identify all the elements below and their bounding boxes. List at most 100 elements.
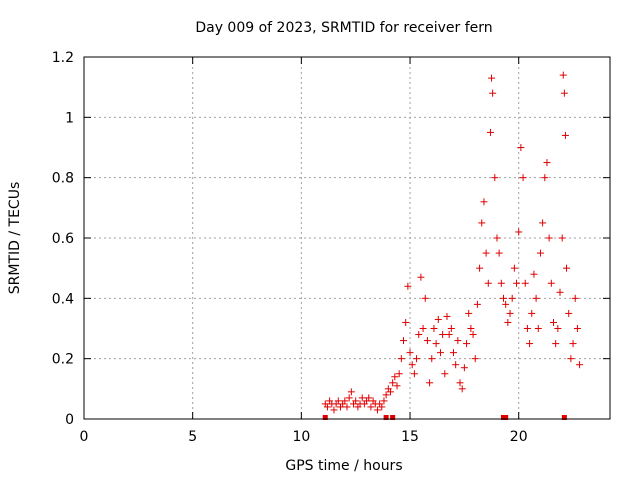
- data-point: [543, 159, 551, 167]
- data-point: [365, 394, 373, 402]
- data-point: [521, 279, 529, 287]
- chart-title: Day 009 of 2023, SRMTID for receiver fer…: [195, 20, 492, 36]
- data-point: [499, 294, 507, 302]
- data-point: [423, 337, 431, 345]
- data-point: [476, 264, 484, 272]
- data-point: [486, 128, 494, 136]
- data-point: [547, 279, 555, 287]
- data-point: [330, 406, 338, 414]
- data-point: [395, 370, 403, 378]
- data-point: [536, 249, 544, 257]
- data-point: [497, 279, 505, 287]
- y-tick-label: 0.2: [52, 352, 74, 368]
- data-point: [386, 388, 394, 396]
- data-point: [443, 312, 451, 320]
- data-point: [576, 361, 584, 369]
- data-point: [549, 318, 557, 326]
- data-point: [447, 325, 455, 332]
- data-point: [554, 325, 562, 332]
- data-point: [469, 331, 477, 339]
- x-tick-label: 0: [80, 429, 89, 445]
- data-point: [482, 249, 490, 257]
- data-point: [563, 264, 571, 272]
- data-point: [441, 370, 449, 378]
- data-point: [428, 355, 436, 363]
- data-point: [426, 379, 434, 387]
- data-point: [410, 370, 418, 378]
- data-point: [419, 325, 427, 332]
- data-point: [382, 391, 390, 399]
- data-point: [513, 279, 521, 287]
- data-point: [413, 355, 421, 363]
- data-point: [526, 340, 534, 348]
- data-point: [341, 397, 349, 405]
- data-point-zero: [322, 415, 328, 420]
- data-point: [560, 89, 568, 97]
- data-point: [534, 325, 542, 332]
- data-point: [541, 174, 549, 182]
- data-point: [491, 174, 499, 182]
- data-point: [571, 294, 579, 302]
- data-point: [508, 294, 516, 302]
- x-tick-label: 10: [292, 429, 310, 445]
- y-tick-label: 0.8: [52, 171, 74, 187]
- data-point: [489, 89, 497, 97]
- data-point: [380, 397, 388, 405]
- data-point: [391, 373, 399, 381]
- data-point: [439, 331, 447, 339]
- gridlines: [84, 57, 610, 419]
- y-tick-label: 1.2: [52, 50, 74, 66]
- data-point-zero: [503, 415, 509, 420]
- data-point: [463, 340, 471, 348]
- data-point: [454, 337, 462, 345]
- y-tick-label: 0.6: [52, 231, 74, 247]
- data-point: [495, 249, 503, 257]
- data-point: [434, 315, 442, 323]
- data-point: [569, 340, 577, 348]
- data-point: [504, 318, 512, 326]
- data-point: [552, 340, 560, 348]
- data-point-zero: [383, 415, 389, 420]
- data-point: [465, 309, 473, 317]
- y-tick-label: 0.4: [52, 291, 74, 307]
- data-point: [430, 325, 438, 332]
- x-tick-label: 15: [401, 429, 419, 445]
- data-point: [493, 234, 501, 242]
- data-point: [523, 325, 531, 332]
- data-point: [400, 337, 408, 345]
- axis-ticks: 0 5 10 15 20 0 0.2 0.4 0.6 0.8 1 1.2: [52, 50, 610, 445]
- data-point: [389, 379, 397, 387]
- x-axis-label: GPS time / hours: [285, 458, 402, 474]
- data-point: [567, 355, 575, 363]
- data-point: [480, 198, 488, 206]
- data-point: [373, 406, 381, 414]
- data-point: [510, 264, 518, 272]
- data-point: [539, 219, 547, 227]
- data-point: [397, 355, 405, 363]
- data-point: [367, 403, 375, 411]
- data-point: [502, 300, 510, 308]
- data-point: [528, 309, 536, 317]
- data-point: [358, 394, 366, 402]
- data-point: [323, 403, 331, 411]
- data-point: [334, 397, 342, 405]
- data-point: [484, 279, 492, 287]
- y-tick-label: 0: [65, 412, 74, 428]
- data-point: [556, 288, 564, 296]
- data-point: [467, 325, 475, 332]
- data-point: [456, 379, 464, 387]
- data-point: [432, 340, 440, 348]
- data-point: [471, 355, 479, 363]
- data-point: [404, 282, 412, 290]
- data-point: [421, 294, 429, 302]
- data-point: [450, 349, 458, 357]
- data-point: [561, 131, 569, 139]
- data-point: [452, 361, 460, 369]
- data-point-zero: [390, 415, 396, 420]
- data-point: [473, 300, 481, 308]
- data-point: [559, 71, 567, 79]
- data-point: [436, 349, 444, 357]
- data-point: [417, 273, 425, 281]
